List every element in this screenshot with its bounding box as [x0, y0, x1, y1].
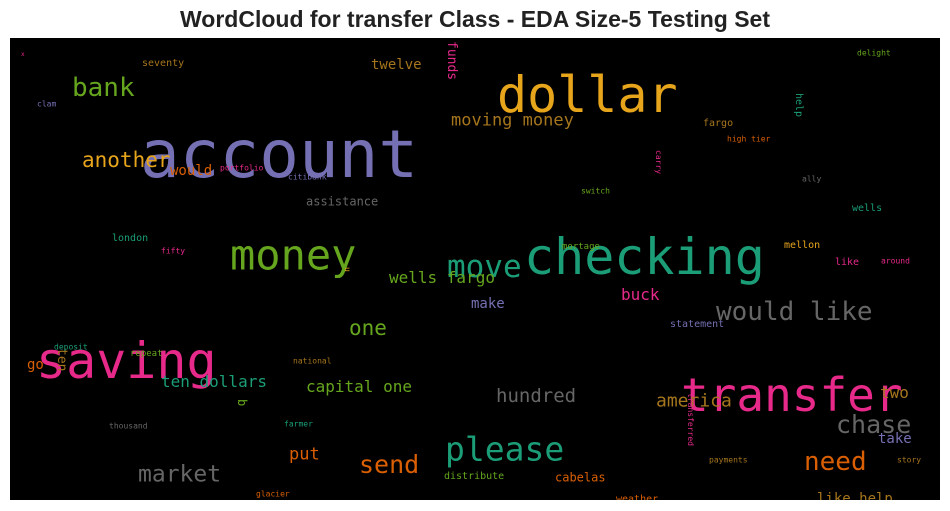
word-weather: weather: [616, 494, 658, 500]
word-america: america: [656, 390, 732, 411]
word-two: two: [880, 383, 909, 402]
word-clam: clam: [37, 99, 56, 108]
word-take: take: [878, 431, 912, 447]
word-ally: ally: [802, 174, 821, 183]
word-buck: buck: [621, 285, 660, 304]
word-one: one: [349, 316, 387, 340]
word-fifty: fifty: [161, 246, 185, 255]
word-b: b: [235, 399, 249, 406]
word-wells-fargo: wells fargo: [389, 268, 495, 287]
word-national: national: [293, 356, 332, 365]
word-thousand: thousand: [109, 421, 148, 430]
word-assistance: assistance: [306, 195, 378, 209]
word-help: help: [793, 93, 804, 117]
word-capital-one: capital one: [306, 377, 412, 396]
word-transferred: transferred: [686, 393, 695, 446]
word-delight: delight: [857, 48, 891, 57]
word-send: send: [359, 450, 419, 479]
word-cabelas: cabelas: [555, 471, 606, 485]
word-statement: statement: [670, 319, 724, 330]
word-money: money: [230, 231, 356, 280]
word-would: would: [170, 163, 212, 179]
word-seventy: seventy: [142, 58, 184, 69]
wordcloud-canvas: account dollar checking saving transfer money…: [10, 38, 940, 500]
word-account: account: [140, 116, 418, 193]
word-carry: carry: [654, 150, 663, 174]
word-payments: payments: [709, 455, 748, 464]
word-high-tier: high tier: [727, 134, 771, 143]
word-bank: bank: [72, 73, 135, 103]
word-twelve: twelve: [371, 57, 422, 73]
word-chase: chase: [836, 410, 911, 439]
word-citibank: citibank: [288, 172, 327, 181]
word-need: need: [804, 447, 867, 477]
word-put: put: [289, 445, 320, 465]
word-checking: checking: [524, 228, 765, 286]
word-fargo: fargo: [703, 118, 733, 129]
word-go: go: [27, 357, 44, 373]
word-repeat: repeat: [130, 349, 163, 359]
word-make: make: [471, 296, 505, 312]
word-glacier: glacier: [256, 489, 290, 498]
word-u: u: [343, 267, 352, 272]
word-ten: ten: [54, 348, 69, 371]
word-market: market: [138, 461, 221, 487]
word-story: story: [897, 455, 921, 464]
word-transfer: transfer: [681, 368, 903, 422]
word-another: another: [82, 148, 171, 172]
word-portfolio: portfolio: [220, 163, 264, 172]
word-would-like: would like: [716, 297, 873, 327]
wordcloud-svg: account dollar checking saving transfer money…: [21, 41, 921, 500]
word-dollar: dollar: [497, 66, 678, 124]
word-like-help: like help: [817, 491, 893, 500]
word-funds: funds: [444, 41, 459, 80]
word-distribute: distribute: [444, 471, 504, 482]
word-wells: wells: [852, 203, 882, 214]
word-mortage: mortage: [562, 242, 600, 252]
word-around: around: [881, 256, 910, 265]
word-farmer: farmer: [284, 419, 313, 428]
word-hundred: hundred: [496, 385, 576, 407]
word-move: move: [447, 249, 522, 285]
word-saving: saving: [36, 332, 217, 390]
word-mellon: mellon: [784, 240, 820, 251]
word-moving-money: moving money: [451, 111, 574, 131]
word-london: london: [112, 233, 148, 244]
chart-title: WordCloud for transfer Class - EDA Size-…: [180, 6, 770, 32]
word-x: x: [21, 51, 25, 58]
word-switch: switch: [581, 186, 610, 195]
word-deposit: deposit: [54, 342, 88, 351]
word-ten-dollars: ten dollars: [161, 372, 267, 391]
word-please: please: [445, 429, 564, 468]
word-like: like: [835, 257, 859, 268]
